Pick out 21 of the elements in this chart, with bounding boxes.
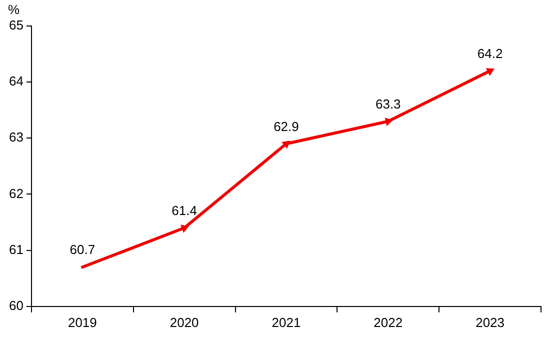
data-label: 60.7 <box>70 242 96 258</box>
x-tick-label: 2019 <box>68 314 97 330</box>
y-tick-label: 62 <box>8 186 24 201</box>
data-label: 64.2 <box>477 46 503 61</box>
data-label: 62.9 <box>274 118 299 134</box>
y-tick-label: 63 <box>8 130 24 145</box>
y-axis-title: % <box>8 2 20 18</box>
x-tick-label: 2022 <box>374 314 403 330</box>
x-tick-label: 2020 <box>170 314 199 330</box>
x-tick-label: 2021 <box>272 314 301 330</box>
y-tick-label: 64 <box>8 74 24 89</box>
point <box>180 224 189 233</box>
point <box>486 68 495 76</box>
data-label: 61.4 <box>172 202 197 218</box>
y-tick-label: 65 <box>8 18 24 33</box>
x-tick-label: 2023 <box>476 314 505 330</box>
point <box>282 140 290 149</box>
y-tick-label: 61 <box>8 242 24 257</box>
point <box>384 118 394 126</box>
data-label: 63.3 <box>375 96 401 112</box>
y-tick-label: 60 <box>8 298 24 313</box>
